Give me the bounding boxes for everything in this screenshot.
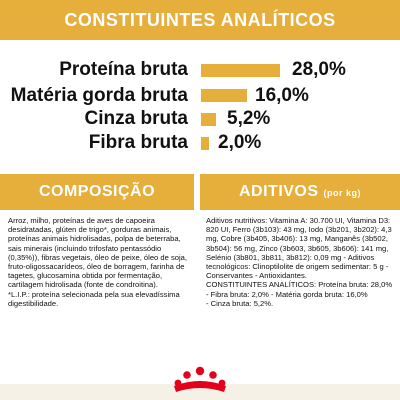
analytics-header: CONSTITUINTES ANALÍTICOS (0, 0, 400, 40)
analytics-value: 16,0% (255, 85, 309, 106)
additives-line: - Fibra bruta: 2,0% - Matéria gorda brut… (206, 289, 368, 299)
additives-line: - Cinza bruta: 5,2%. (206, 298, 274, 308)
footer-strip (0, 384, 400, 400)
additives-text: Aditivos nutritivos: Vitamina A: 30.700 … (206, 216, 394, 308)
royal-canin-crown-logo (174, 366, 226, 392)
composition-header: COMPOSIÇÃO (0, 174, 194, 210)
analytics-value: 2,0% (218, 132, 262, 153)
composition-text: Arroz, milho, proteínas de aves de capoe… (8, 216, 187, 308)
additives-line: Aditivos nutritivos: Vitamina A: 30.700 … (206, 216, 392, 281)
analytics-bar (201, 89, 247, 102)
analytics-label: Cinza bruta (84, 108, 188, 129)
analytics-value: 28,0% (292, 59, 346, 80)
analytics-bar (201, 113, 216, 126)
analytics-bar (201, 64, 280, 77)
analytics-bar (201, 137, 209, 150)
analytics-label: Matéria gorda bruta (10, 85, 188, 106)
analytics-value: 5,2% (227, 108, 271, 129)
additives-header: ADITIVOS (por kg) (200, 174, 400, 210)
additives-title: ADITIVOS (238, 183, 319, 200)
additives-line: CONSTITUINTES ANALÍTICOS: Proteína bruta… (206, 280, 393, 290)
additives-unit: (por kg) (323, 188, 361, 198)
analytics-label: Proteína bruta (59, 59, 188, 80)
analytics-label: Fibra bruta (88, 132, 188, 153)
